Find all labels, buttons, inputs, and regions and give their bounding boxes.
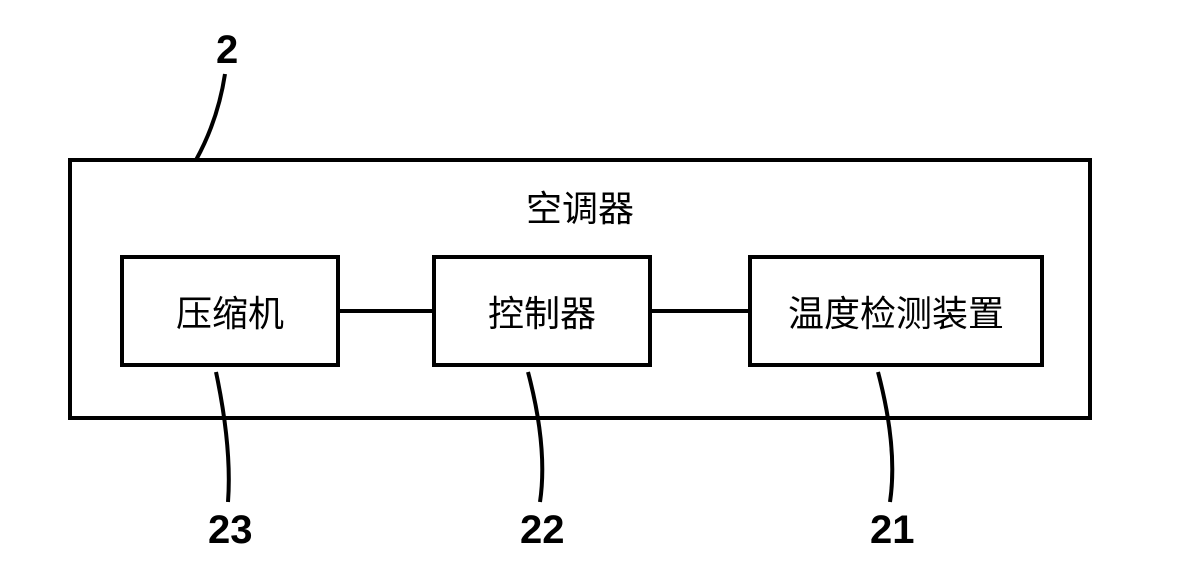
ref-number-temp-detector: 21 (870, 508, 915, 553)
ref-number-compressor: 23 (208, 508, 253, 553)
leader-curve-0 (196, 74, 225, 160)
leader-curve-3 (878, 372, 892, 502)
ref-number-controller: 22 (520, 508, 565, 553)
leader-curve-2 (528, 372, 542, 502)
leader-curve-1 (216, 372, 229, 502)
leader-lines (0, 0, 1187, 587)
